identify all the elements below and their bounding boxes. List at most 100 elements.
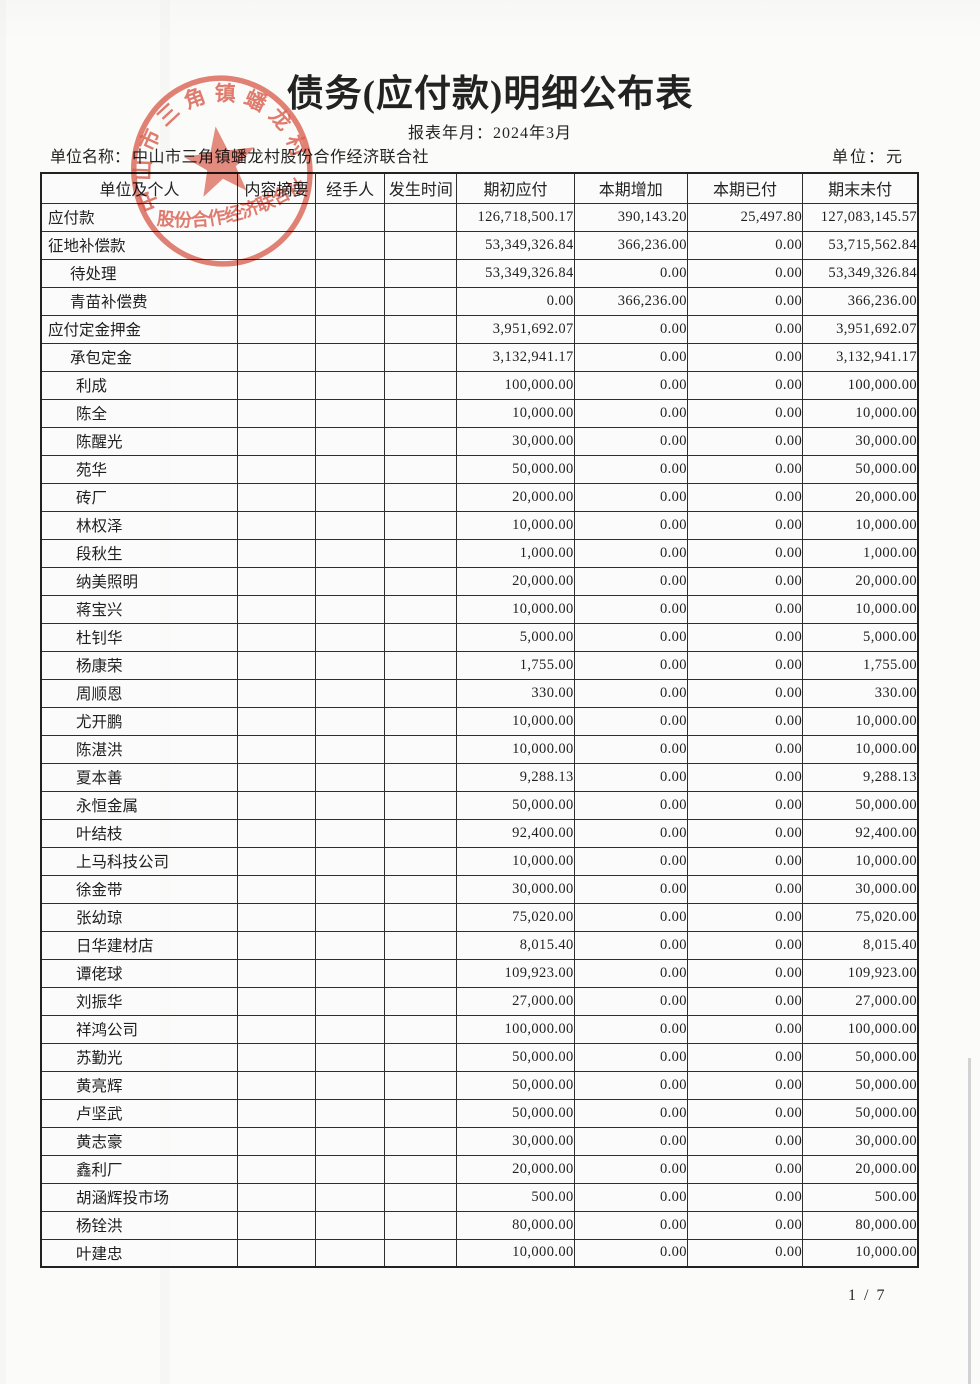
table-row: 徐金带 30,000.00 0.00 0.00 30,000.00 [40,874,919,904]
period-paid-cell: 0.00 [686,454,804,484]
summary-cell [236,1210,317,1240]
period-paid-cell: 0.00 [686,566,804,596]
opening-balance-cell: 30,000.00 [456,1126,575,1156]
closing-balance-cell: 92,400.00 [802,818,919,848]
row-name-cell: 苏勤光 [40,1042,238,1072]
closing-balance-cell: 50,000.00 [802,454,919,484]
period-increase-cell: 0.00 [573,370,688,400]
period-paid-cell: 0.00 [686,342,804,372]
summary-cell [236,594,317,624]
date-cell [384,930,458,960]
summary-cell [236,622,317,652]
handler-cell [315,762,386,792]
date-cell [384,1210,458,1240]
handler-cell [315,874,386,904]
date-cell [384,1098,458,1128]
handler-cell [315,314,386,344]
handler-cell [315,482,386,512]
summary-cell [236,762,317,792]
period-increase-cell: 0.00 [573,538,688,568]
period-increase-cell: 0.00 [573,1210,688,1240]
handler-cell [315,1070,386,1100]
table-row: 鑫利厂 20,000.00 0.00 0.00 20,000.00 [40,1154,919,1184]
period-increase-cell: 390,143.20 [573,202,688,232]
summary-cell [236,706,317,736]
date-cell [384,790,458,820]
closing-balance-cell: 50,000.00 [802,1070,919,1100]
date-cell [384,1070,458,1100]
opening-balance-cell: 100,000.00 [456,370,575,400]
closing-balance-cell: 100,000.00 [802,370,919,400]
summary-cell [236,370,317,400]
opening-balance-cell: 53,349,326.84 [456,230,575,260]
summary-cell [236,874,317,904]
table-row: 陈全 10,000.00 0.00 0.00 10,000.00 [40,398,919,428]
period-paid-cell: 0.00 [686,734,804,764]
period-paid-cell: 0.00 [686,874,804,904]
table-header-cell: 单位及个人 [40,172,238,204]
date-cell [384,258,458,288]
closing-balance-cell: 30,000.00 [802,426,919,456]
summary-cell [236,930,317,960]
period-increase-cell: 0.00 [573,1098,688,1128]
handler-cell [315,202,386,232]
period-increase-cell: 366,236.00 [573,230,688,260]
period-paid-cell: 0.00 [686,1154,804,1184]
opening-balance-cell: 20,000.00 [456,566,575,596]
row-name-cell: 段秋生 [40,538,238,568]
row-name-cell: 永恒金属 [40,790,238,820]
opening-balance-cell: 9,288.13 [456,762,575,792]
opening-balance-cell: 10,000.00 [456,846,575,876]
closing-balance-cell: 20,000.00 [802,482,919,512]
row-name-cell: 应付款 [40,202,238,232]
handler-cell [315,958,386,988]
closing-balance-cell: 10,000.00 [802,734,919,764]
summary-cell [236,1182,317,1212]
closing-balance-cell: 3,951,692.07 [802,314,919,344]
date-cell [384,594,458,624]
row-name-cell: 夏本善 [40,762,238,792]
row-name-cell: 周顺恩 [40,678,238,708]
handler-cell [315,734,386,764]
period-increase-cell: 0.00 [573,1070,688,1100]
row-name-cell: 砖厂 [40,482,238,512]
closing-balance-cell: 1,000.00 [802,538,919,568]
period-increase-cell: 0.00 [573,874,688,904]
table-row: 砖厂 20,000.00 0.00 0.00 20,000.00 [40,482,919,512]
summary-cell [236,958,317,988]
row-name-cell: 陈湛洪 [40,734,238,764]
opening-balance-cell: 126,718,500.17 [456,202,575,232]
closing-balance-cell: 50,000.00 [802,1042,919,1072]
summary-cell [236,650,317,680]
row-name-cell: 陈全 [40,398,238,428]
row-name-cell: 胡涵辉投市场 [40,1182,238,1212]
row-name-cell: 青苗补偿费 [40,286,238,316]
table-row: 蒋宝兴 10,000.00 0.00 0.00 10,000.00 [40,594,919,624]
table-row: 胡涵辉投市场 500.00 0.00 0.00 500.00 [40,1182,919,1212]
handler-cell [315,790,386,820]
handler-cell [315,566,386,596]
table-row: 纳美照明 20,000.00 0.00 0.00 20,000.00 [40,566,919,596]
date-cell [384,986,458,1016]
opening-balance-cell: 10,000.00 [456,398,575,428]
opening-balance-cell: 20,000.00 [456,482,575,512]
handler-cell [315,706,386,736]
period-increase-cell: 0.00 [573,762,688,792]
summary-cell [236,258,317,288]
date-cell [384,846,458,876]
row-name-cell: 林权泽 [40,510,238,540]
summary-cell [236,510,317,540]
opening-balance-cell: 10,000.00 [456,706,575,736]
row-name-cell: 卢坚武 [40,1098,238,1128]
period-paid-cell: 0.00 [686,230,804,260]
opening-balance-cell: 20,000.00 [456,1154,575,1184]
period-increase-cell: 0.00 [573,930,688,960]
handler-cell [315,650,386,680]
row-name-cell: 祥鸿公司 [40,1014,238,1044]
row-name-cell: 蒋宝兴 [40,594,238,624]
opening-balance-cell: 80,000.00 [456,1210,575,1240]
summary-cell [236,1014,317,1044]
opening-balance-cell: 50,000.00 [456,790,575,820]
row-name-cell: 黄志豪 [40,1126,238,1156]
